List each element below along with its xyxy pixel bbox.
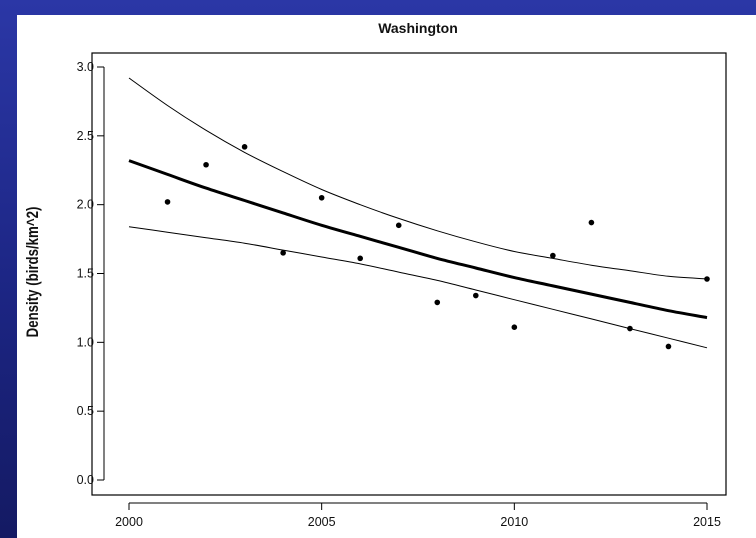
fit-curves: [128, 77, 708, 349]
lower-ci-line: [128, 226, 708, 349]
data-point: [704, 276, 710, 282]
chart-title: Washington: [378, 20, 458, 36]
data-point: [318, 194, 325, 201]
data-point: [627, 325, 633, 332]
y-tick-label: 0.0: [77, 473, 94, 487]
data-point: [550, 252, 556, 259]
data-point: [511, 324, 518, 330]
fit-line: [128, 159, 708, 320]
y-tick-label: 2.0: [77, 198, 94, 212]
data-point: [395, 222, 402, 229]
chart-panel: [17, 15, 756, 538]
data-point: [241, 144, 248, 150]
y-tick-label: 1.0: [77, 335, 94, 349]
x-tick-label: 2000: [115, 515, 143, 529]
data-point: [588, 219, 595, 226]
x-tick-label: 2005: [308, 515, 336, 529]
data-points: [164, 144, 710, 350]
y-tick-label: 2.5: [77, 129, 94, 143]
upper-ci-line: [128, 77, 708, 280]
y-tick-label: 1.5: [77, 267, 94, 281]
data-point: [164, 199, 171, 205]
plot-frame: [91, 52, 727, 496]
y-tick-label: 0.5: [77, 404, 94, 418]
data-point: [434, 299, 441, 306]
data-point: [203, 161, 209, 168]
data-point: [357, 255, 364, 262]
x-tick-label: 2010: [500, 515, 528, 529]
data-point: [665, 343, 672, 350]
data-point: [280, 250, 286, 256]
y-axis-label: Density (birds/km^2): [24, 207, 43, 338]
data-point: [473, 292, 479, 299]
y-tick-label: 3.0: [77, 60, 94, 74]
x-tick-label: 2015: [693, 515, 721, 529]
axes: 0.0 0.5 1.0 1.5 2.0 2.5 3.0 2000 2005 2010 2015: [77, 52, 727, 529]
